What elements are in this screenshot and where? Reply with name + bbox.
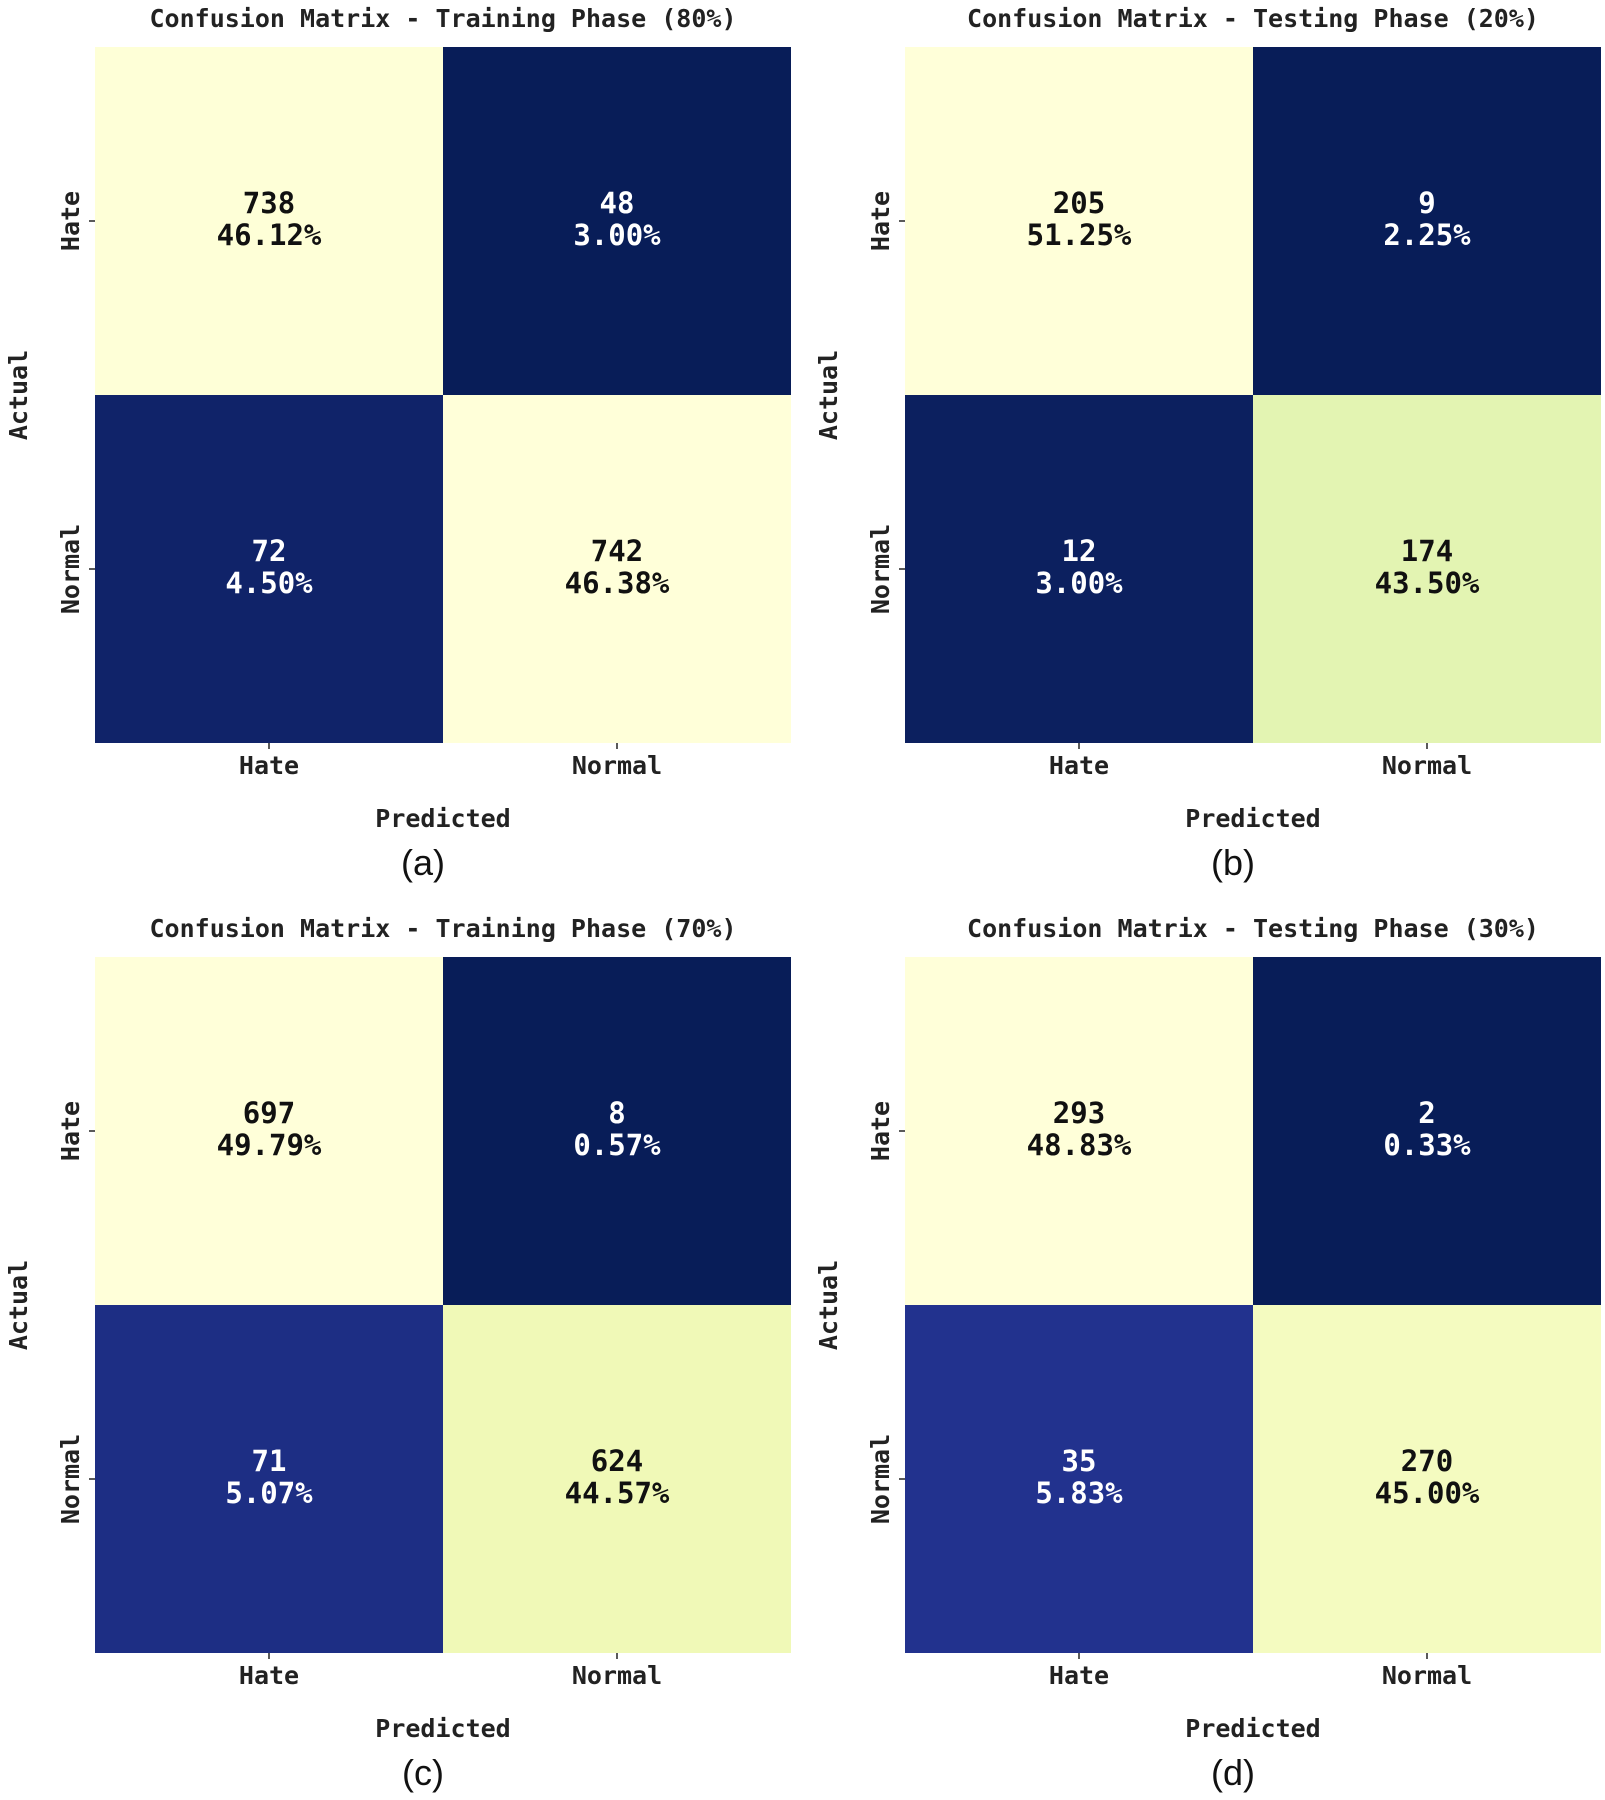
heatmap-cell — [905, 47, 1253, 395]
x-axis-label: Predicted — [375, 1714, 510, 1743]
cell-count: 293 — [1053, 1096, 1105, 1130]
y-tick-label: Normal — [56, 524, 85, 614]
cell-percentage: 51.25% — [1027, 218, 1132, 252]
x-tick-label: Hate — [239, 751, 299, 780]
cell-count: 697 — [243, 1096, 295, 1130]
heatmap-cell — [443, 47, 791, 395]
heatmap-cell — [905, 1305, 1253, 1653]
cell-percentage: 44.57% — [565, 1476, 670, 1510]
y-axis-label: Actual — [4, 1260, 33, 1350]
cell-count: 738 — [243, 186, 295, 220]
panel-label: (a) — [401, 842, 445, 883]
panel-label: (b) — [1211, 842, 1255, 883]
cell-count: 48 — [600, 186, 635, 220]
cell-count: 12 — [1062, 534, 1097, 568]
cell-percentage: 3.00% — [1035, 566, 1123, 600]
heatmap-cell — [443, 957, 791, 1305]
confusion-matrix-panel: Confusion Matrix - Testing Phase (30%) 29… — [814, 914, 1601, 1793]
heatmap-cell — [905, 957, 1253, 1305]
x-axis-label: Predicted — [1185, 1714, 1320, 1743]
x-axis-label: Predicted — [375, 804, 510, 833]
cell-count: 71 — [252, 1444, 287, 1478]
heatmap-cell — [905, 395, 1253, 743]
cell-percentage: 48.83% — [1027, 1128, 1132, 1162]
y-tick-label: Normal — [866, 524, 895, 614]
heatmap-cell — [95, 957, 443, 1305]
cell-percentage: 46.12% — [217, 218, 322, 252]
heatmap-cell — [443, 1305, 791, 1653]
cell-count: 8 — [608, 1096, 625, 1130]
cell-count: 9 — [1418, 186, 1435, 220]
cell-percentage: 45.00% — [1375, 1476, 1480, 1510]
y-tick-label: Hate — [56, 1101, 85, 1161]
cell-percentage: 49.79% — [217, 1128, 322, 1162]
x-tick-label: Normal — [572, 751, 662, 780]
heatmap-cell — [1253, 1305, 1601, 1653]
heatmap-cell — [1253, 957, 1601, 1305]
x-tick-label: Normal — [1382, 751, 1472, 780]
chart-title: Confusion Matrix - Training Phase (80%) — [150, 4, 737, 33]
panel-label: (c) — [402, 1752, 444, 1793]
chart-title: Confusion Matrix - Testing Phase (20%) — [967, 4, 1539, 33]
y-tick-label: Normal — [56, 1434, 85, 1524]
chart-title: Confusion Matrix - Testing Phase (30%) — [967, 914, 1539, 943]
cell-percentage: 0.33% — [1383, 1128, 1471, 1162]
heatmap-cell — [443, 395, 791, 743]
cell-count: 35 — [1062, 1444, 1097, 1478]
heatmap-cell — [1253, 395, 1601, 743]
cell-count: 72 — [252, 534, 287, 568]
x-tick-label: Normal — [572, 1661, 662, 1690]
confusion-matrix-panel: Confusion Matrix - Training Phase (70%) 6… — [4, 914, 791, 1793]
y-axis-label: Actual — [814, 350, 843, 440]
y-axis-label: Actual — [814, 1260, 843, 1350]
cell-count: 742 — [591, 534, 643, 568]
cell-percentage: 0.57% — [573, 1128, 661, 1162]
cell-count: 624 — [591, 1444, 643, 1478]
cell-percentage: 43.50% — [1375, 566, 1480, 600]
y-tick-label: Hate — [866, 1101, 895, 1161]
y-tick-label: Normal — [866, 1434, 895, 1524]
y-tick-label: Hate — [56, 191, 85, 251]
cell-count: 2 — [1418, 1096, 1435, 1130]
x-axis-label: Predicted — [1185, 804, 1320, 833]
confusion-matrix-panel: Confusion Matrix - Training Phase (80%) 7… — [4, 4, 791, 883]
cell-percentage: 46.38% — [565, 566, 670, 600]
cell-count: 270 — [1401, 1444, 1453, 1478]
cell-percentage: 3.00% — [573, 218, 661, 252]
cell-percentage: 2.25% — [1383, 218, 1471, 252]
x-tick-label: Hate — [1049, 751, 1109, 780]
heatmap-cell — [95, 47, 443, 395]
cell-percentage: 5.07% — [225, 1476, 313, 1510]
heatmap-cell — [95, 1305, 443, 1653]
y-tick-label: Hate — [866, 191, 895, 251]
chart-title: Confusion Matrix - Training Phase (70%) — [150, 914, 737, 943]
heatmap-cell — [1253, 47, 1601, 395]
x-tick-label: Hate — [239, 1661, 299, 1690]
x-tick-label: Hate — [1049, 1661, 1109, 1690]
cell-count: 174 — [1401, 534, 1453, 568]
heatmap-cell — [95, 395, 443, 743]
panel-label: (d) — [1211, 1752, 1255, 1793]
cell-count: 205 — [1053, 186, 1105, 220]
cell-percentage: 5.83% — [1035, 1476, 1123, 1510]
x-tick-label: Normal — [1382, 1661, 1472, 1690]
y-axis-label: Actual — [4, 350, 33, 440]
cell-percentage: 4.50% — [225, 566, 313, 600]
confusion-matrix-panel: Confusion Matrix - Testing Phase (20%) 20… — [814, 4, 1601, 883]
